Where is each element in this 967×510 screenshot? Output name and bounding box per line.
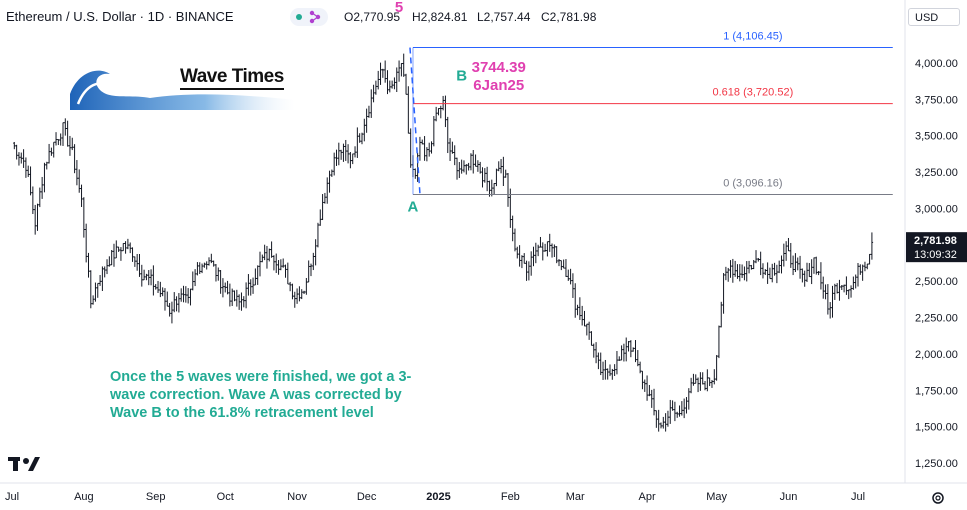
annotation-note: Once the 5 waves were finished, we got a…: [110, 369, 412, 421]
ohlc-high: H2,824.81: [412, 10, 468, 24]
ohlc-low: L2,757.44: [477, 10, 531, 24]
tradingview-logo-icon: [8, 457, 40, 471]
x-tick-label: Sep: [146, 491, 166, 503]
callout-price: 3744.39: [472, 59, 526, 76]
share-icon: [296, 10, 321, 24]
symbol-title[interactable]: Ethereum / U.S. Dollar · 1D · BINANCE: [6, 9, 234, 24]
y-tick-label: 1,750.00: [915, 385, 958, 397]
fib-level-label: 1 (4,106.45): [723, 31, 782, 43]
x-tick-label: 2025: [426, 491, 450, 503]
x-tick-label: Mar: [566, 491, 585, 503]
x-tick-label: Aug: [74, 491, 94, 503]
y-tick-label: 3,750.00: [915, 94, 958, 106]
fib-level-label: 0.618 (3,720.52): [713, 87, 794, 99]
wave-label-A: A: [408, 198, 419, 215]
x-tick-label: Jul: [851, 491, 865, 503]
y-tick-label: 1,250.00: [915, 458, 958, 470]
countdown-label: 13:09:32: [914, 249, 957, 261]
ohlc-open: O2,770.95: [344, 10, 401, 24]
x-tick-label: Dec: [357, 491, 377, 503]
last-price-tag: [906, 232, 967, 263]
ohlc-close: C2,781.98: [541, 10, 597, 24]
y-tick-label: 2,250.00: [915, 313, 958, 325]
callout-date: 6Jan25: [473, 77, 524, 94]
indicators-pill[interactable]: [290, 8, 328, 26]
fib-trend-line: [409, 47, 421, 195]
x-tick-label: Nov: [287, 491, 307, 503]
y-tick-label: 2,000.00: [915, 349, 958, 361]
x-tick-label: Jun: [780, 491, 798, 503]
wave-logo-icon: [70, 70, 295, 110]
wave-label-B: B: [456, 67, 467, 84]
y-tick-label: 1,500.00: [915, 422, 958, 434]
fib-level-label: 0 (3,096.16): [723, 177, 782, 189]
wave-times-logo: Wave Times: [70, 64, 295, 110]
x-tick-label: Jul: [5, 491, 19, 503]
currency-button[interactable]: USD: [908, 8, 960, 26]
candles-group: [13, 53, 874, 432]
settings-gear-icon[interactable]: [930, 490, 946, 506]
y-tick-label: 3,000.00: [915, 203, 958, 215]
wave-label-5: 5: [395, 0, 403, 16]
y-tick-label: 3,500.00: [915, 131, 958, 143]
y-tick-label: 2,500.00: [915, 276, 958, 288]
x-tick-label: Apr: [639, 491, 656, 503]
x-tick-label: May: [706, 491, 727, 503]
last-price-label: 2,781.98: [914, 235, 957, 247]
x-tick-label: Oct: [217, 491, 234, 503]
x-tick-label: Feb: [501, 491, 520, 503]
y-tick-label: 4,000.00: [915, 58, 958, 70]
logo-text: Wave Times: [180, 66, 284, 90]
y-tick-label: 3,250.00: [915, 167, 958, 179]
